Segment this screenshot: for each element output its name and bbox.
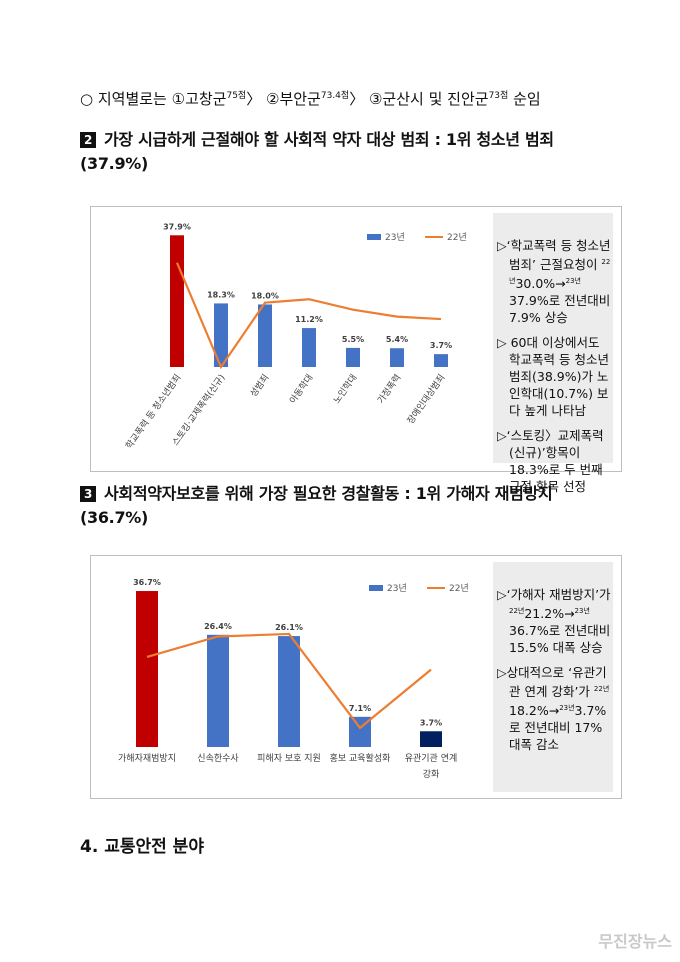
bar-2	[207, 634, 229, 747]
category-label-5: 유관기관 연계	[405, 752, 458, 764]
data-label-3: 18.0%	[251, 291, 279, 300]
note-2-year-b: 23년	[574, 607, 590, 615]
note-1-text-b: 로 전년대비 7.9% 상승	[509, 293, 611, 326]
note-1-text-2: 60대 이상에서도 학교폭력 등 청소년 범죄(38.9%)가 노인학대(10.…	[509, 335, 609, 419]
bar-1	[170, 235, 184, 367]
note-2-year-d: 23년	[559, 704, 575, 713]
note-1-value-a: 30.0%→	[515, 276, 566, 292]
legend-bar-label: 23년	[387, 583, 407, 594]
data-label-7: 3.7%	[430, 341, 452, 350]
data-label-1: 37.9%	[163, 222, 191, 231]
data-label-3: 26.1%	[275, 623, 303, 632]
bar-1	[136, 591, 158, 747]
data-label-2: 26.4%	[204, 622, 232, 631]
note-2-value-b: 36.7%	[509, 623, 549, 639]
bar-6	[390, 348, 404, 367]
sep-2: 〉	[349, 90, 369, 108]
category-label-3: 성범죄	[248, 372, 271, 399]
intro-suffix: 순임	[508, 90, 541, 108]
legend-bar-swatch	[369, 585, 383, 591]
category-label-4: 홍보 교육활성화	[330, 752, 391, 764]
category-label-1: 가해자재범방지	[118, 753, 176, 764]
category-label-3: 피해자 보호 지원	[257, 753, 321, 764]
data-label-2: 18.3%	[207, 290, 235, 299]
note-2-value-a: 21.2%→	[524, 606, 575, 622]
watermark-logo: 무진장뉴스	[598, 932, 672, 951]
bar-3	[258, 304, 272, 367]
note-1-text-3: ‘스토킹〉교제폭력(신규)’항목이 18.3%로 두 번째 근절 항목 선정	[506, 428, 604, 495]
section-3-title: 사회적약자보호를 위해 가장 필요한 경찰활동 : 1위 가해자 재범방지 (3…	[80, 484, 553, 527]
section-3-heading: 3 사회적약자보호를 위해 가장 필요한 경찰활동 : 1위 가해자 재범방지 (…	[80, 482, 625, 530]
note-2-text-d: 로 전년대비 17% 대폭 감소	[509, 720, 603, 753]
note-2-year-c: 22년	[593, 685, 610, 694]
data-label-6: 5.4%	[386, 335, 408, 344]
sep-1: 〉	[246, 90, 266, 108]
chart-1-note: ▷‘학교폭력 등 청소년 범죄’ 근절요청이 22년30.0%→23년37.9%…	[493, 213, 613, 494]
section-4-title: 4. 교통안전 분야	[80, 837, 204, 857]
note-1-text-a: ‘학교폭력 등 청소년 범죄’ 근절요청이	[506, 238, 611, 273]
category-label-5: 노인학대	[331, 372, 359, 405]
category-label-5-line-2: 강화	[423, 769, 440, 780]
note-2-value-d: 3.7%	[574, 703, 607, 719]
section-3-number: 3	[80, 486, 96, 502]
rank-1: ①고창군	[171, 90, 227, 108]
rank-3: ③군산시 및 진안군	[368, 90, 489, 108]
bar-2	[214, 303, 228, 367]
note-2-text-a: ‘가해자 재범방지’가	[506, 587, 611, 602]
category-label-4: 아동학대	[287, 372, 315, 405]
note-1-value-b: 37.9%	[509, 293, 549, 309]
note-2-year-a: 22년	[509, 607, 525, 615]
bar-4	[302, 328, 316, 367]
note-2-text-b: 로 전년대비 15.5% 대폭 상승	[509, 623, 611, 656]
note-1-item-2: ▷ 60대 이상에서도 학교폭력 등 청소년 범죄(38.9%)가 노인학대(1…	[497, 335, 609, 419]
data-label-5: 3.7%	[420, 718, 442, 727]
note-2-value-c: 18.2%→	[509, 703, 560, 719]
region-ranking-line: ○ 지역별로는 ①고창군75점〉 ②부안군73.4점〉 ③군산시 및 진안군73…	[80, 88, 541, 109]
data-label-5: 5.5%	[342, 335, 364, 344]
category-label-7: 장애인대상범죄	[405, 372, 447, 426]
line-series-22	[175, 262, 442, 370]
rank-2-score: 73.4점	[320, 91, 350, 101]
category-label-2: 신속한수사	[197, 753, 239, 764]
chart-1-panel: 23년 22년 37.9% 18.3% 18.0% 11.2% 5.5% 5.4% 3.7% 학교…	[90, 206, 622, 494]
bar-5	[420, 731, 442, 747]
data-label-4: 7.1%	[349, 704, 371, 713]
chart-2-note: ▷‘가해자 재범방지’가 22년21.2%→23년36.7%로 전년대비 15.…	[493, 562, 613, 792]
chart-2: 23년 22년 36.7% 26.4% 26.1% 7.1% 3.7% 가해자재범방지 신속한수…	[118, 578, 469, 780]
bar-7	[434, 354, 448, 367]
note-2-item-2: ▷상대적으로 ‘유관기관 연계 강화’가 22년18.2%→23년3.7%로 전…	[497, 665, 610, 753]
chart-2-panel: 23년 22년 36.7% 26.4% 26.1% 7.1% 3.7% 가해자재범방지 신속한수…	[90, 555, 622, 799]
data-label-4: 11.2%	[295, 315, 323, 324]
note-1-item-3: ▷‘스토킹〉교제폭력(신규)’항목이 18.3%로 두 번째 근절 항목 선정	[497, 428, 604, 495]
legend-line-label: 22년	[449, 583, 469, 594]
rank-3-score: 73점	[488, 91, 509, 101]
note-1-item-1: ▷‘학교폭력 등 청소년 범죄’ 근절요청이 22년30.0%→23년37.9%…	[497, 238, 611, 326]
note-1-year-b: 23년	[565, 277, 581, 286]
note-2-text-c: 상대적으로 ‘유관기관 연계 강화’가	[506, 665, 607, 700]
rank-2: ②부안군	[266, 90, 321, 108]
section-2-title: 가장 시급하게 근절해야 할 사회적 약자 대상 범죄 : 1위 청소년 범죄 …	[80, 130, 554, 173]
line-series-22	[146, 632, 432, 730]
category-label-6: 가정폭력	[375, 372, 404, 406]
legend-bar-label: 23년	[385, 232, 405, 243]
note-2-item-1: ▷‘가해자 재범방지’가 22년21.2%→23년36.7%로 전년대비 15.…	[497, 587, 611, 656]
data-label-1: 36.7%	[133, 578, 161, 587]
legend-line-label: 22년	[447, 232, 467, 243]
bar-5	[346, 347, 360, 367]
note-1-year-a: 22년	[509, 258, 611, 286]
section-2-number: 2	[80, 132, 96, 148]
legend-bar-swatch	[367, 234, 381, 240]
rank-1-score: 75점	[226, 91, 247, 101]
bar-3	[278, 636, 300, 747]
intro-prefix: ○ 지역별로는	[80, 90, 172, 108]
section-2-heading: 2 가장 시급하게 근절해야 할 사회적 약자 대상 범죄 : 1위 청소년 범죄…	[80, 128, 625, 176]
